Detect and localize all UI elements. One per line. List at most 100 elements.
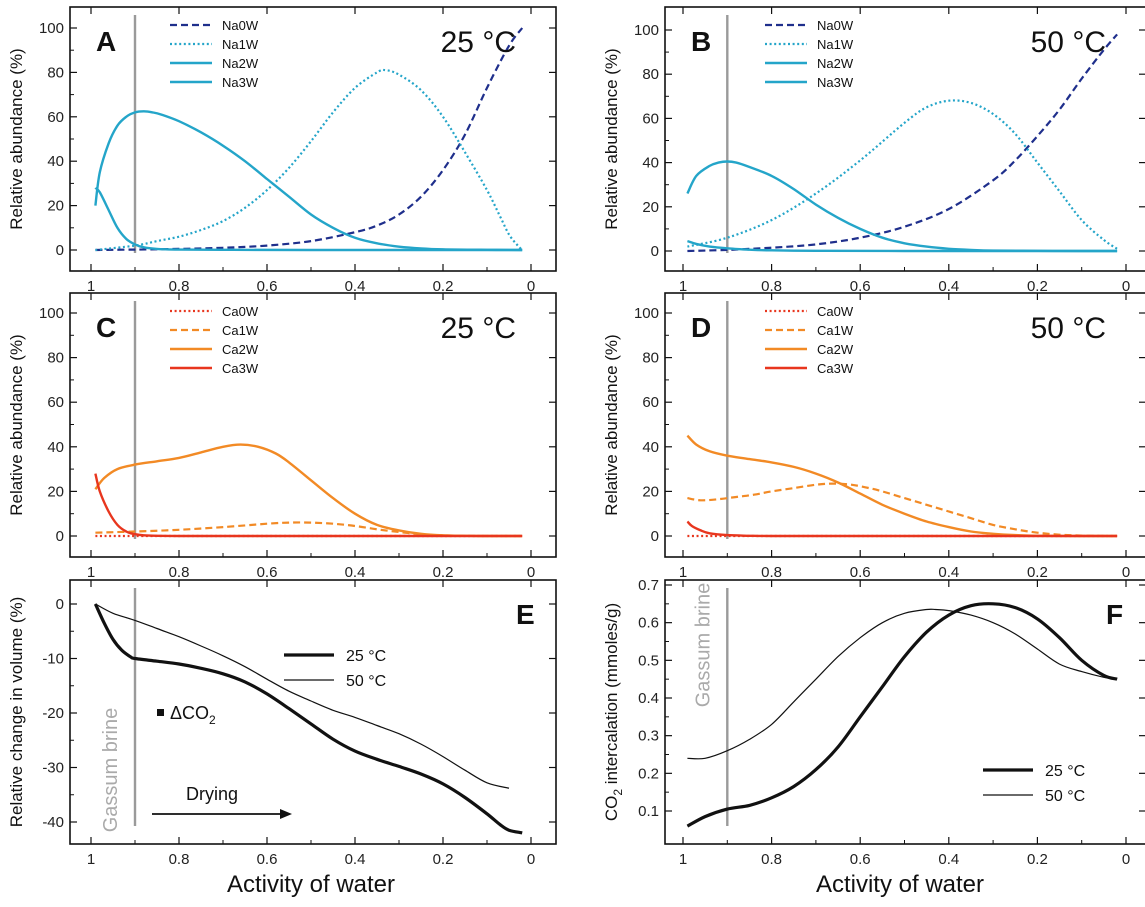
y-axis-label: Relative abundance (%) xyxy=(602,334,621,515)
x-tick-label: 0.8 xyxy=(169,851,190,868)
y-axis-label: Relative abundance (%) xyxy=(602,48,621,229)
legend-label: Ca0W xyxy=(222,304,259,319)
legend-label: Na1W xyxy=(222,37,259,52)
x-tick-label: 0 xyxy=(527,278,535,295)
y-tick-label: -30 xyxy=(42,760,64,777)
series-line-25-c xyxy=(93,603,523,835)
x-tick-label: 0.2 xyxy=(1027,851,1048,868)
x-tick-label: 0.6 xyxy=(257,851,278,868)
y-tick-label: 0.6 xyxy=(638,615,659,632)
x-tick-label: 1 xyxy=(87,278,95,295)
y-tick-label: 100 xyxy=(634,305,659,322)
dco2-marker xyxy=(157,709,164,716)
y-tick-label: 0.2 xyxy=(638,765,659,782)
legend-label: Ca2W xyxy=(222,342,259,357)
x-tick-label: 0.4 xyxy=(938,851,959,868)
series-line-na1w xyxy=(687,99,1118,250)
dco2-label: ΔCO2 xyxy=(170,703,216,727)
panel-d: 1 0.8 0.6 0.4 0.2 0 0 20 40 60 80 100 Relative abund… xyxy=(602,292,1145,581)
x-tick-label: 0.4 xyxy=(345,564,366,581)
x-tick-label: 1 xyxy=(679,278,687,295)
series-line-ca3w xyxy=(94,473,523,538)
y-tick-label: -20 xyxy=(42,705,64,722)
x-tick-label: 0.8 xyxy=(761,278,782,295)
drying-arrow-head xyxy=(280,809,292,819)
panel-e: 1 0.8 0.6 0.4 0.2 0 0 -10 -20 -30 -40 Relative chan… xyxy=(7,579,557,868)
x-tick-label: 0.8 xyxy=(761,851,782,868)
series-line-ca3w xyxy=(686,520,1118,538)
y-tick-label: 40 xyxy=(47,153,64,170)
x-tick-label: 0.6 xyxy=(850,278,871,295)
y-tick-label: 40 xyxy=(642,155,659,172)
y-tick-label: 20 xyxy=(47,483,64,500)
drying-label: Drying xyxy=(186,784,238,804)
y-tick-label: 20 xyxy=(642,483,659,500)
temperature-label: 50 °C xyxy=(1031,312,1106,345)
x-tick-label: 0.6 xyxy=(850,564,871,581)
legend-label: Na0W xyxy=(817,18,854,33)
y-axis-label: CO2 intercalation (mmoles/g) xyxy=(602,603,625,821)
panel-letter: B xyxy=(691,26,711,57)
y-tick-label: 0.7 xyxy=(638,577,659,594)
y-axis-label-main: CO xyxy=(602,796,621,822)
y-axis-label: Relative change in volume (%) xyxy=(7,597,26,828)
y-tick-label: 0 xyxy=(651,528,659,545)
y-tick-label: 0 xyxy=(56,528,64,545)
x-tick-label: 0 xyxy=(527,851,535,868)
x-tick-label: 1 xyxy=(87,851,95,868)
y-tick-label: 20 xyxy=(642,199,659,216)
y-tick-label: 80 xyxy=(642,66,659,83)
temperature-label: 25 °C xyxy=(441,26,516,59)
x-tick-label: 0 xyxy=(1122,851,1130,868)
plot-frame xyxy=(664,6,1145,272)
legend-label: 25 °C xyxy=(1045,763,1085,780)
legend-label: Na0W xyxy=(222,18,259,33)
legend-label: Ca3W xyxy=(817,361,854,376)
series-line-50-c xyxy=(687,608,1118,760)
panel-c: 1 0.8 0.6 0.4 0.2 0 0 20 40 60 80 100 Relative abund… xyxy=(7,292,557,581)
y-tick-label: 80 xyxy=(47,64,64,81)
y-tick-label: 0.5 xyxy=(638,652,659,669)
x-tick-label: 0 xyxy=(527,564,535,581)
x-tick-label: 0.8 xyxy=(761,564,782,581)
y-axis-label: Relative abundance (%) xyxy=(7,334,26,515)
y-tick-label: 100 xyxy=(39,20,64,37)
x-tick-label: 0.4 xyxy=(938,278,959,295)
x-tick-label: 1 xyxy=(679,564,687,581)
legend-label: 25 °C xyxy=(346,648,386,665)
legend-label: Ca1W xyxy=(222,323,259,338)
y-tick-label: 0.1 xyxy=(638,803,659,820)
legend-label: Na2W xyxy=(222,56,259,71)
x-axis-label-right: Activity of water xyxy=(816,871,984,898)
x-tick-label: 0.2 xyxy=(433,278,454,295)
panel-a: 1 0.8 0.6 0.4 0.2 0 0 20 40 60 80 100 Relative abund… xyxy=(7,6,557,295)
y-tick-label: 80 xyxy=(47,350,64,367)
x-axis-label-left: Activity of water xyxy=(227,871,395,898)
y-tick-label: 60 xyxy=(642,394,659,411)
brine-label: Gassum brine xyxy=(692,583,714,708)
panel-b: 1 0.8 0.6 0.4 0.2 0 0 20 40 60 80 100 Relative abund… xyxy=(602,6,1145,295)
x-tick-label: 0.6 xyxy=(257,564,278,581)
plot-frame xyxy=(69,579,557,845)
panel-letter: A xyxy=(96,26,116,57)
series-line-na3w xyxy=(687,239,1118,253)
x-tick-label: 0.8 xyxy=(169,278,190,295)
y-tick-label: 0 xyxy=(56,596,64,613)
y-tick-label: -10 xyxy=(42,651,64,668)
legend-label: Na2W xyxy=(817,56,854,71)
series-line-na2w xyxy=(94,110,523,252)
legend-label: Ca0W xyxy=(817,304,854,319)
series-line-ca2w xyxy=(94,443,523,538)
x-tick-label: 0.4 xyxy=(345,278,366,295)
y-tick-label: 20 xyxy=(47,198,64,215)
panel-letter: E xyxy=(516,599,535,630)
series-line-na1w xyxy=(95,68,523,252)
y-tick-label: 0 xyxy=(651,243,659,260)
dco2-label-sub: 2 xyxy=(209,713,216,727)
series-line-na0w xyxy=(95,27,524,252)
legend-label: 50 °C xyxy=(346,673,386,690)
legend-label: Ca1W xyxy=(817,323,854,338)
legend-label: Ca2W xyxy=(817,342,854,357)
legend-label: Na3W xyxy=(222,75,259,90)
legend-label: 50 °C xyxy=(1045,788,1085,805)
